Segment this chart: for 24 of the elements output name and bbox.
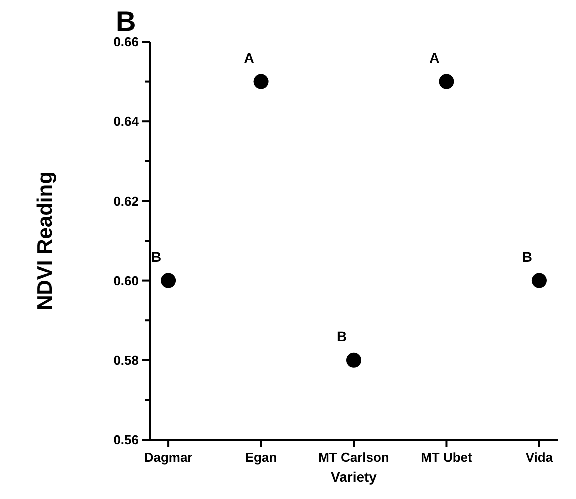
annotation: B [336, 328, 348, 344]
point [161, 273, 176, 288]
x-axis-title: Variety [331, 469, 378, 485]
annotation: A [244, 50, 254, 66]
y-tick-label: 0.66 [114, 34, 139, 50]
x-tick-label: Egan [245, 450, 278, 465]
annotation: A [430, 50, 440, 66]
x-tick-label: MT Ubet [421, 450, 474, 465]
annotation: B [522, 248, 533, 265]
x-tick-label: Vida [526, 450, 554, 465]
x-tick-label: Dagmar [144, 450, 193, 465]
point [254, 74, 269, 90]
annotation: B [151, 248, 162, 265]
y-tick-label: 0.56 [114, 432, 139, 448]
y-axis-title: NDVI Reading [34, 172, 57, 310]
y-tick-label: 0.58 [114, 352, 139, 368]
chart-title: B [116, 6, 136, 37]
y-tick-label: 0.64 [114, 114, 140, 130]
point [532, 273, 547, 288]
y-tick-label: 0.62 [114, 194, 139, 209]
point [346, 352, 362, 368]
x-tick-label: MT Carlson [318, 450, 390, 465]
point [439, 74, 454, 90]
y-tick-label: 0.60 [114, 273, 139, 288]
